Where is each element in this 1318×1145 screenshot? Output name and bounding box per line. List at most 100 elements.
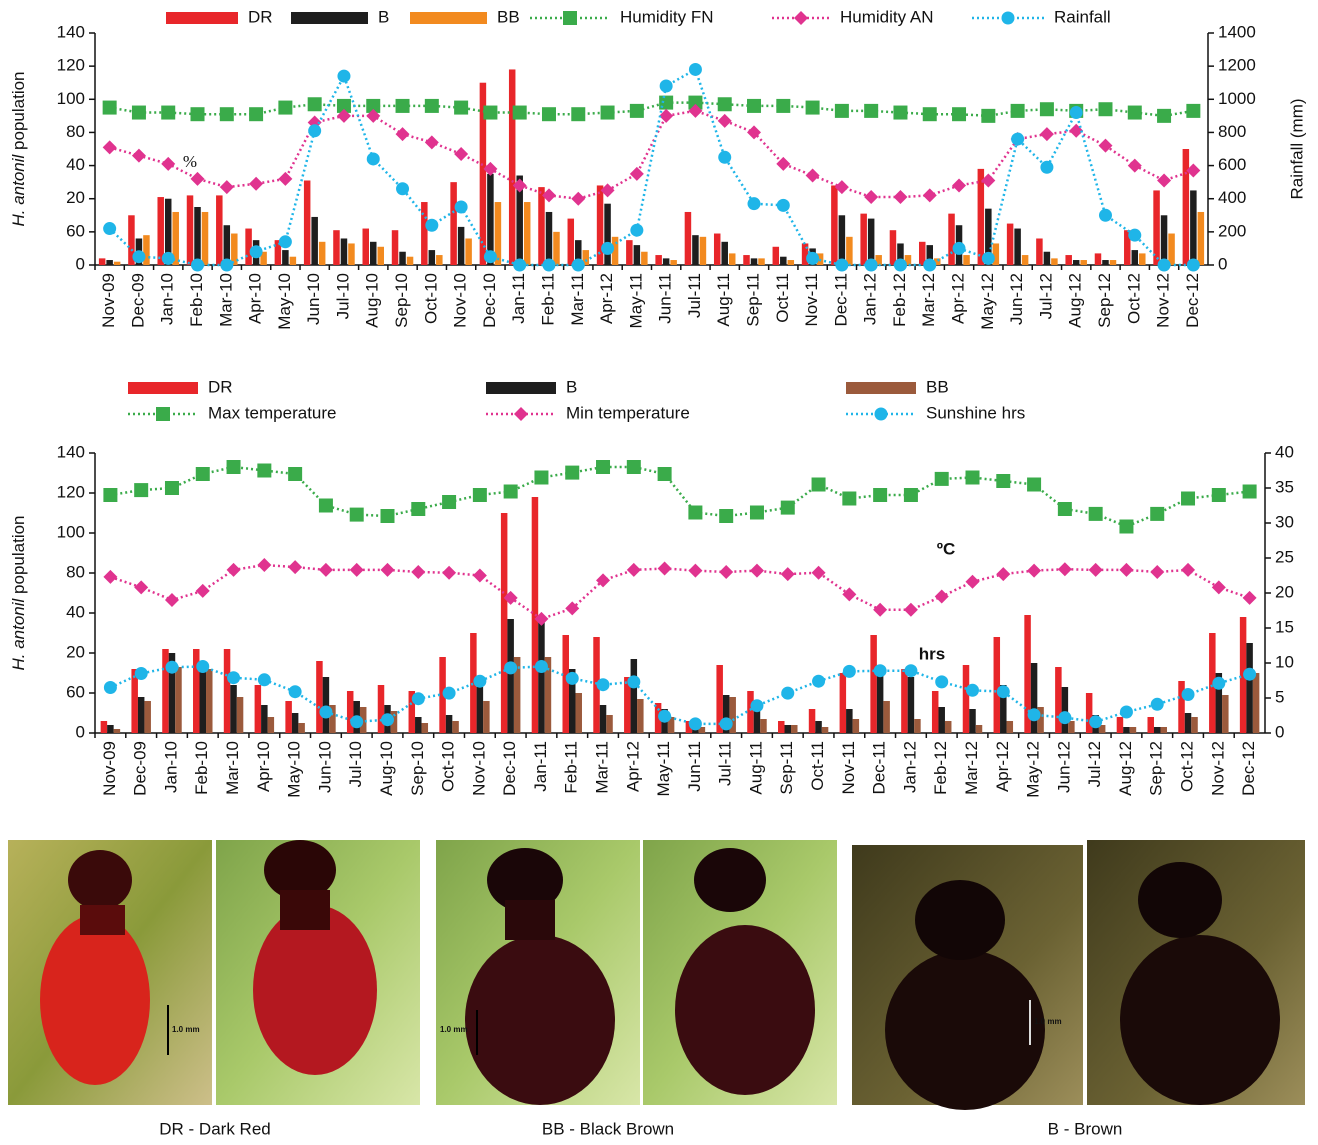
marker xyxy=(288,467,302,481)
legend-swatch xyxy=(846,382,916,394)
bar xyxy=(202,212,209,265)
marker xyxy=(893,106,907,120)
marker xyxy=(750,506,764,520)
x-tick-label: Oct-10 xyxy=(439,741,458,792)
marker xyxy=(279,235,292,248)
legend-label: B xyxy=(378,7,389,26)
bar xyxy=(634,245,641,265)
legend-label: DR xyxy=(208,377,233,396)
marker xyxy=(191,259,204,272)
photo xyxy=(436,840,837,1105)
x-tick-label: Apr-12 xyxy=(623,741,642,792)
bar xyxy=(106,260,113,265)
bar xyxy=(237,697,244,733)
marker xyxy=(1128,159,1142,173)
marker xyxy=(750,699,763,712)
legend-label: BB xyxy=(926,377,949,396)
marker xyxy=(718,114,732,128)
x-tick-label: Dec-10 xyxy=(480,273,499,328)
bar xyxy=(846,709,853,733)
marker xyxy=(1212,580,1226,594)
legend-label: Sunshine hrs xyxy=(926,403,1025,422)
bar xyxy=(1190,190,1197,265)
marker xyxy=(162,252,175,265)
bar xyxy=(788,260,795,265)
x-tick-label: Nov-12 xyxy=(1154,273,1173,328)
bar xyxy=(422,723,429,733)
bar xyxy=(101,721,108,733)
bar xyxy=(663,258,670,265)
marker xyxy=(596,460,610,474)
marker xyxy=(777,199,790,212)
marker xyxy=(381,713,394,726)
marker xyxy=(132,149,146,163)
bar xyxy=(976,725,983,733)
bar xyxy=(341,238,348,265)
legend-label: BB xyxy=(497,7,520,26)
legend-marker xyxy=(875,408,888,421)
marker xyxy=(220,259,233,272)
marker xyxy=(1058,562,1072,576)
marker xyxy=(103,570,117,584)
y-tick-label: 100 xyxy=(57,89,85,108)
legend-item: B xyxy=(486,377,577,396)
y2-tick-label: 1000 xyxy=(1218,89,1256,108)
bar xyxy=(1168,234,1175,265)
legend-swatch xyxy=(291,12,368,24)
x-tick-label: Mar-10 xyxy=(223,741,242,795)
bar xyxy=(751,258,758,265)
x-tick-label: Jan-11 xyxy=(509,273,528,324)
bar xyxy=(1065,255,1072,265)
x-tick-label: Apr-12 xyxy=(993,741,1012,792)
x-tick-label: May-12 xyxy=(1024,741,1043,798)
marker xyxy=(688,506,702,520)
marker xyxy=(689,63,702,76)
marker xyxy=(411,565,425,579)
marker xyxy=(381,509,395,523)
x-tick-label: Dec-11 xyxy=(870,741,889,795)
y-tick-label: 40 xyxy=(66,155,85,174)
figure: 0602040801001201400200400600800100012001… xyxy=(0,0,1318,1140)
x-tick-label: Nov-09 xyxy=(100,741,119,796)
marker xyxy=(1089,715,1102,728)
marker xyxy=(864,190,878,204)
bar xyxy=(758,258,765,265)
legend-item: Humidity AN xyxy=(772,7,934,26)
marker xyxy=(630,104,644,118)
y2-tick-label: 800 xyxy=(1218,122,1246,141)
x-tick-label: Feb-12 xyxy=(890,273,909,327)
bar xyxy=(780,257,787,265)
bar xyxy=(670,260,677,265)
legend-swatch xyxy=(128,382,198,394)
marker xyxy=(1011,133,1024,146)
bar xyxy=(1031,663,1038,733)
x-tick-label: May-10 xyxy=(275,273,294,330)
legend-label: Rainfall xyxy=(1054,7,1111,26)
bar xyxy=(1080,260,1087,265)
bar xyxy=(700,237,707,265)
bar xyxy=(568,219,575,265)
bar xyxy=(509,69,516,265)
marker xyxy=(747,125,761,139)
bar xyxy=(945,721,952,733)
bar xyxy=(363,229,370,265)
marker xyxy=(566,672,579,685)
x-tick-label: Nov-10 xyxy=(469,741,488,796)
marker xyxy=(966,684,979,697)
x-tick-label: Sep-10 xyxy=(392,273,411,328)
marker xyxy=(196,467,210,481)
marker xyxy=(720,717,733,730)
bar xyxy=(200,669,207,733)
marker xyxy=(873,488,887,502)
photo-caption: BB - Black Brown xyxy=(542,1119,674,1138)
marker xyxy=(923,259,936,272)
y-tick-label: 20 xyxy=(66,188,85,207)
x-tick-label: Feb-10 xyxy=(187,273,206,327)
bar xyxy=(1051,258,1058,265)
x-tick-label: Jun-12 xyxy=(1007,273,1026,325)
bar xyxy=(809,709,816,733)
x-tick-label: Apr-12 xyxy=(949,273,968,324)
bar xyxy=(304,180,311,265)
annotation: ºC xyxy=(937,539,956,558)
marker xyxy=(191,107,205,121)
